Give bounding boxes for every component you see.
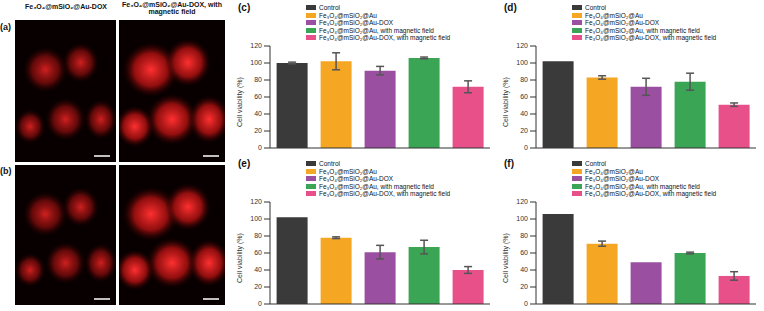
svg-text:40: 40: [254, 266, 262, 273]
svg-text:100: 100: [250, 215, 262, 222]
svg-text:0: 0: [524, 144, 528, 151]
html-text:(e): (e): [238, 158, 251, 169]
html-text:Fe₃O₄@mSiO₂@Au-DOX, with magne: Fe₃O₄@mSiO₂@Au-DOX, with magnetic field: [319, 34, 451, 41]
html-text:Fe₃O₄@mSiO₂@Au-DOX: Fe₃O₄@mSiO₂@Au-DOX: [319, 19, 394, 26]
svg-text:0: 0: [524, 300, 528, 307]
html-text:Fe₃O₄@mSiO₂@Au: Fe₃O₄@mSiO₂@Au: [319, 167, 377, 175]
html-text:Control: Control: [319, 160, 340, 167]
svg-text:80: 80: [520, 76, 528, 83]
svg-text:120: 120: [516, 42, 528, 49]
svg-text:120: 120: [250, 198, 262, 205]
svg-text:40: 40: [254, 110, 262, 117]
svg-text:100: 100: [516, 215, 528, 222]
svg-text:20: 20: [520, 127, 528, 134]
svg-text:0: 0: [258, 300, 262, 307]
svg-text:100: 100: [516, 59, 528, 66]
svg-text:100: 100: [250, 59, 262, 66]
svg-text:120: 120: [516, 198, 528, 205]
html-text:(b): (b): [0, 166, 12, 176]
svg-text:120: 120: [250, 42, 262, 49]
svg-text:Cell viability (%): Cell viability (%): [236, 233, 244, 283]
svg-text:80: 80: [254, 76, 262, 83]
html-text:(c): (c): [238, 2, 251, 13]
svg-text:40: 40: [520, 266, 528, 273]
svg-text:60: 60: [520, 93, 528, 100]
svg-text:60: 60: [254, 93, 262, 100]
html-text:(d): (d): [504, 2, 517, 13]
html-text:(a): (a): [0, 22, 11, 32]
html-text:Fe₃O₄@mSiO₂@Au: Fe₃O₄@mSiO₂@Au: [585, 167, 643, 175]
svg-text:Cell viability (%): Cell viability (%): [236, 77, 244, 127]
svg-text:20: 20: [520, 283, 528, 290]
svg-text:Cell viability (%): Cell viability (%): [502, 233, 510, 283]
html-text:(f): (f): [504, 158, 514, 169]
html-text:Fe₃O₄@mSiO₂@Au-DOX: Fe₃O₄@mSiO₂@Au-DOX: [585, 175, 660, 182]
html-text:Fe₃O₄@mSiO₂@Au-DOX: Fe₃O₄@mSiO₂@Au-DOX: [25, 3, 107, 10]
svg-text:80: 80: [520, 232, 528, 239]
html-text:Fe₃O₄@mSiO₂@Au, with magnetic: Fe₃O₄@mSiO₂@Au, with magnetic field: [319, 182, 434, 190]
svg-text:20: 20: [254, 127, 262, 134]
html-text:Fe₃O₄@mSiO₂@Au-DOX, with magne: Fe₃O₄@mSiO₂@Au-DOX, with magnetic field: [319, 190, 451, 197]
svg-text:0: 0: [258, 144, 262, 151]
html-text:Fe₃O₄@mSiO₂@Au, with magnetic: Fe₃O₄@mSiO₂@Au, with magnetic field: [585, 182, 700, 190]
svg-text:60: 60: [520, 249, 528, 256]
html-text:Fe₃O₄@mSiO₂@Au-DOX, with magne: Fe₃O₄@mSiO₂@Au-DOX, with magnetic field: [585, 34, 717, 41]
html-text:Fe₃O₄@mSiO₂@Au-DOX: Fe₃O₄@mSiO₂@Au-DOX: [319, 175, 394, 182]
svg-text:60: 60: [254, 249, 262, 256]
html-text:Fe₃O₄@mSiO₂@Au-DOX, with magne: Fe₃O₄@mSiO₂@Au-DOX, with magnetic field: [122, 1, 222, 15]
svg-text:40: 40: [520, 110, 528, 117]
html-text:Fe₃O₄@mSiO₂@Au-DOX: Fe₃O₄@mSiO₂@Au-DOX: [585, 19, 660, 26]
html-text:Fe₃O₄@mSiO₂@Au: Fe₃O₄@mSiO₂@Au: [319, 11, 377, 19]
html-text:Fe₃O₄@mSiO₂@Au: Fe₃O₄@mSiO₂@Au: [585, 11, 643, 19]
html-text:Control: Control: [585, 4, 606, 11]
svg-text:20: 20: [254, 283, 262, 290]
html-text:Fe₃O₄@mSiO₂@Au-DOX, with magne: Fe₃O₄@mSiO₂@Au-DOX, with magnetic field: [585, 190, 717, 197]
svg-text:80: 80: [254, 232, 262, 239]
html-text:Fe₃O₄@mSiO₂@Au, with magnetic: Fe₃O₄@mSiO₂@Au, with magnetic field: [585, 26, 700, 34]
svg-text:Cell viability (%): Cell viability (%): [502, 77, 510, 127]
html-text:Control: Control: [319, 4, 340, 11]
html-text:Control: Control: [585, 160, 606, 167]
html-text:Fe₃O₄@mSiO₂@Au, with magnetic: Fe₃O₄@mSiO₂@Au, with magnetic field: [319, 26, 434, 34]
